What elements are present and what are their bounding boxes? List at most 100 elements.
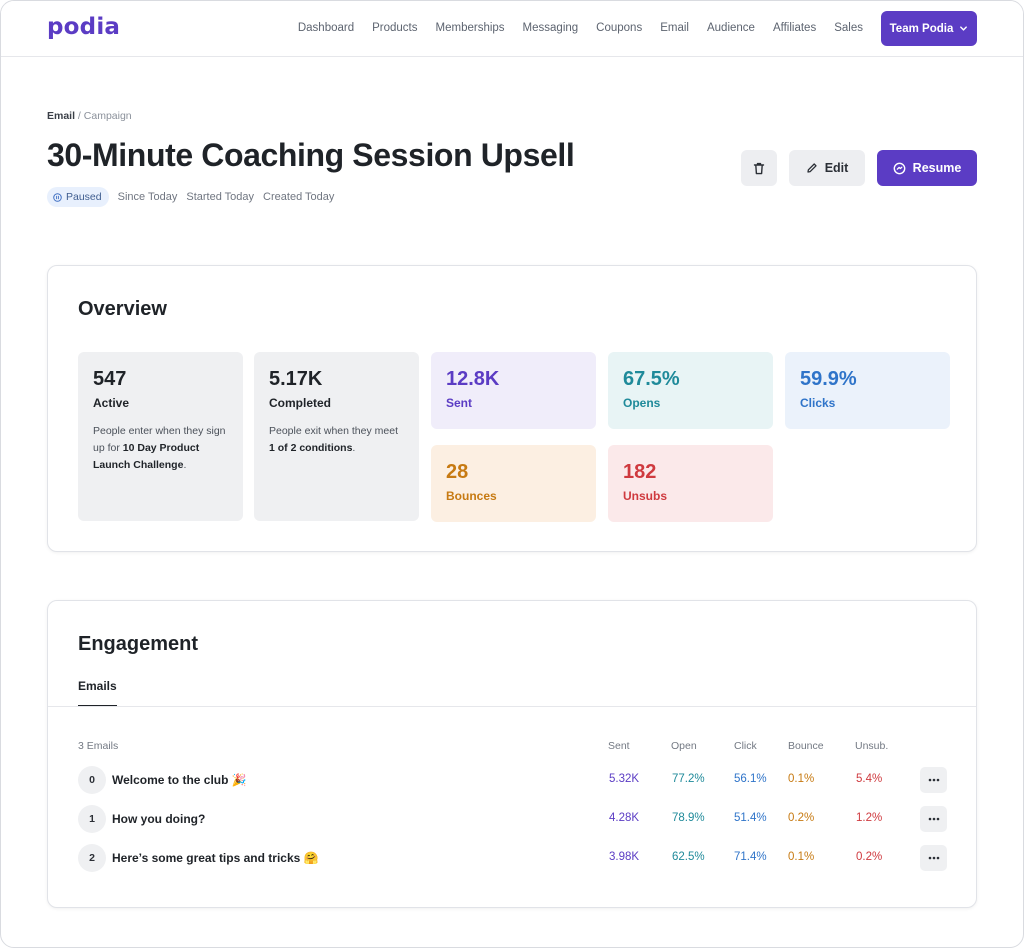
status-badge: Paused (47, 187, 109, 207)
nav-link-products[interactable]: Products (372, 22, 418, 34)
more-icon (928, 856, 939, 860)
meta-since: Since Today (117, 191, 178, 203)
stat-active-desc-text: People enter when they sign up for (93, 425, 226, 454)
team-menu-label: Team Podia (889, 22, 954, 35)
chevron-down-icon (960, 26, 968, 31)
edit-label: Edit (824, 161, 849, 175)
column-header-bounce[interactable]: Bounce (788, 740, 824, 752)
page-title: 30-Minute Coaching Session Upsell (47, 137, 575, 173)
stat-active-description: People enter when they sign up for 10 Da… (93, 423, 228, 474)
stat-opens: 67.5% Opens (608, 352, 773, 429)
resume-icon (893, 162, 906, 174)
stat-clicks: 59.9% Clicks (785, 352, 950, 429)
stat-completed-description: People exit when they meet 1 of 2 condit… (269, 423, 404, 457)
stat-opens-value: 67.5% (623, 368, 680, 390)
team-menu-button[interactable]: Team Podia (881, 11, 977, 46)
row-more-button[interactable] (920, 845, 947, 871)
breadcrumb-campaign: Campaign (83, 110, 132, 122)
status-label: Paused (66, 191, 102, 203)
trash-icon (753, 162, 765, 174)
more-icon (928, 778, 939, 782)
stat-bounces: 28 Bounces (431, 445, 596, 522)
stat-clicks-label: Clicks (800, 396, 836, 410)
email-name[interactable]: Here’s some great tips and tricks 🤗 (112, 851, 319, 865)
row-open: 78.9% (672, 812, 705, 824)
column-header-unsub[interactable]: Unsub. (855, 740, 889, 752)
stat-completed-value: 5.17K (269, 368, 323, 390)
row-sent: 4.28K (609, 812, 640, 824)
breadcrumb: Email / Campaign (47, 110, 132, 122)
stat-clicks-value: 59.9% (800, 368, 857, 390)
meta-started: Started Today (186, 191, 255, 203)
overview-card: Overview 547 Active People enter when th… (47, 265, 977, 552)
resume-label: Resume (912, 161, 962, 175)
nav-link-audience[interactable]: Audience (706, 22, 755, 34)
meta-created: Created Today (263, 191, 335, 203)
stat-unsubs-value: 182 (623, 461, 657, 483)
row-open: 77.2% (672, 773, 705, 785)
email-name[interactable]: How you doing? (112, 812, 206, 826)
row-index-badge: 0 (78, 766, 106, 794)
stat-completed-desc-end: . (352, 442, 356, 454)
stat-sent: 12.8K Sent (431, 352, 596, 429)
column-header-sent[interactable]: Sent (608, 740, 630, 752)
stat-completed-label: Completed (269, 396, 332, 410)
stat-sent-value: 12.8K (446, 368, 500, 390)
top-navigation: podia Dashboard Products Memberships Mes… (1, 1, 1023, 57)
row-sent: 3.98K (609, 851, 640, 863)
stat-opens-label: Opens (623, 396, 661, 410)
overview-title: Overview (78, 298, 167, 320)
breadcrumb-email[interactable]: Email (47, 110, 76, 122)
row-open: 62.5% (672, 851, 705, 863)
stat-bounces-label: Bounces (446, 489, 497, 503)
stat-completed-desc-text: People exit when they meet (269, 425, 398, 437)
stat-active-desc-end: . (183, 459, 187, 471)
email-name[interactable]: Welcome to the club 🎉 (112, 773, 247, 787)
pause-icon (53, 192, 62, 202)
nav-link-memberships[interactable]: Memberships (435, 22, 505, 34)
edit-button[interactable]: Edit (789, 150, 865, 186)
row-index-badge: 2 (78, 844, 106, 872)
row-click: 51.4% (734, 812, 767, 824)
tab-divider (48, 706, 976, 707)
row-unsub: 0.2% (856, 851, 883, 863)
stat-completed-desc-bold: 1 of 2 conditions (269, 442, 353, 454)
nav-link-email[interactable]: Email (660, 22, 689, 34)
row-click: 71.4% (734, 851, 767, 863)
stat-active-desc-bold: 10 Day Product Launch Challenge (93, 442, 200, 471)
nav-link-coupons[interactable]: Coupons (596, 22, 643, 34)
row-unsub: 5.4% (856, 773, 883, 785)
pencil-icon (807, 163, 817, 173)
podia-logo[interactable]: podia (47, 14, 121, 40)
row-more-button[interactable] (920, 767, 947, 793)
delete-button[interactable] (741, 150, 777, 186)
row-index-badge: 1 (78, 805, 106, 833)
stat-active: 547 Active People enter when they sign u… (78, 352, 243, 521)
stat-bounces-value: 28 (446, 461, 469, 483)
stat-sent-label: Sent (446, 396, 473, 410)
stat-unsubs: 182 Unsubs (608, 445, 773, 522)
engagement-card: Engagement Emails 3 Emails Sent Open Cli… (47, 600, 977, 908)
tab-emails[interactable]: Emails (78, 679, 117, 707)
nav-link-messaging[interactable]: Messaging (522, 22, 579, 34)
row-more-button[interactable] (920, 806, 947, 832)
breadcrumb-separator: / (75, 110, 84, 122)
stat-unsubs-label: Unsubs (623, 489, 668, 503)
row-unsub: 1.2% (856, 812, 883, 824)
engagement-title: Engagement (78, 633, 199, 655)
resume-button[interactable]: Resume (877, 150, 977, 186)
stat-active-value: 547 (93, 368, 127, 390)
nav-link-dashboard[interactable]: Dashboard (297, 22, 355, 34)
row-bounce: 0.1% (788, 773, 815, 785)
nav-links: Dashboard Products Memberships Messaging… (298, 22, 863, 34)
nav-link-affiliates[interactable]: Affiliates (772, 22, 817, 34)
column-header-click[interactable]: Click (734, 740, 757, 752)
campaign-meta: Paused Since Today Started Today Created… (47, 187, 334, 207)
row-sent: 5.32K (609, 773, 640, 785)
row-bounce: 0.1% (788, 851, 815, 863)
column-header-open[interactable]: Open (671, 740, 697, 752)
nav-link-sales[interactable]: Sales (834, 22, 863, 34)
stat-completed: 5.17K Completed People exit when they me… (254, 352, 419, 521)
row-click: 56.1% (734, 773, 767, 785)
